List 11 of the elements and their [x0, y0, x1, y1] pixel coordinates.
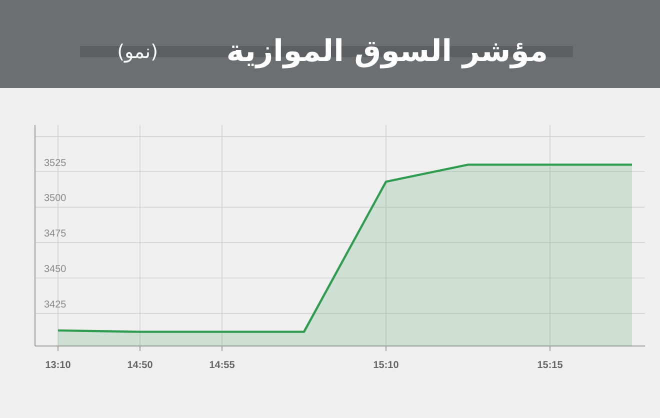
x-tick-label: 14:50 [127, 360, 154, 371]
y-tick-label: 3425 [44, 299, 67, 310]
y-tick-label: 3475 [44, 228, 67, 240]
x-tick-label: 13:10 [45, 360, 72, 371]
x-tick-label: 14:55 [209, 360, 236, 371]
y-tick-label: 3500 [44, 193, 67, 204]
y-tick-label: 3450 [44, 264, 67, 275]
title: مؤشر السوق الموازية (نمو) [117, 34, 548, 69]
x-tick-label: 15:10 [373, 360, 400, 371]
y-tick-label: 3525 [44, 158, 67, 169]
x-tick-label: 15:15 [537, 360, 564, 371]
